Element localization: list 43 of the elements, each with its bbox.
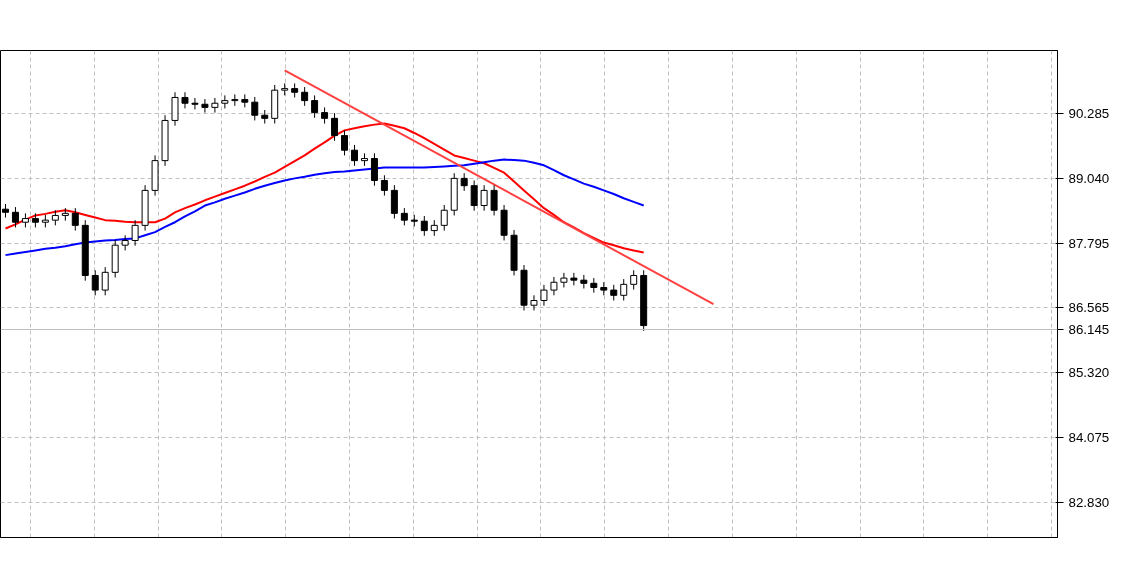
candlestick [171, 91, 179, 127]
candlestick [101, 266, 109, 296]
candlestick [370, 152, 378, 187]
y-tick-label: 84.075 [1068, 430, 1110, 446]
candlestick [390, 184, 398, 220]
candlestick [550, 276, 558, 296]
candlestick [211, 97, 219, 114]
candlestick [341, 129, 349, 156]
y-tick-label: 87.795 [1068, 235, 1110, 251]
ref-line-label: 86.145 [1068, 321, 1110, 337]
candlestick [231, 93, 239, 107]
candlestick [131, 219, 139, 247]
candlestick [490, 184, 498, 216]
y-tick-label: 82.830 [1068, 495, 1110, 511]
y-tick-label: 90.285 [1068, 105, 1110, 121]
candlestick [121, 234, 129, 251]
candlestick [71, 207, 79, 232]
y-tick-label: 85.320 [1068, 365, 1110, 381]
candlestick [221, 94, 229, 109]
candlestick [311, 94, 319, 119]
candlestick [201, 98, 209, 114]
candlestick [251, 96, 259, 121]
candlestick [331, 112, 339, 142]
candlestick [560, 272, 568, 288]
candlestick [351, 144, 358, 167]
candlestick [301, 86, 309, 107]
candlestick [420, 215, 428, 237]
line-series [4, 158, 645, 257]
candlestick [470, 179, 478, 212]
candlestick [620, 278, 628, 302]
candlestick [530, 294, 538, 311]
candlestick [570, 272, 578, 286]
candlestick [380, 174, 388, 197]
candlestick [480, 184, 488, 212]
candlestick [630, 269, 638, 291]
y-tick-label: 89.040 [1068, 170, 1110, 186]
candlestick [91, 269, 99, 296]
candlestick [181, 91, 189, 109]
y-tick-label: 86.565 [1068, 300, 1110, 316]
candlestick [540, 284, 548, 307]
candlestick [191, 97, 199, 110]
candlestick [11, 206, 19, 228]
candlestick [440, 204, 448, 232]
